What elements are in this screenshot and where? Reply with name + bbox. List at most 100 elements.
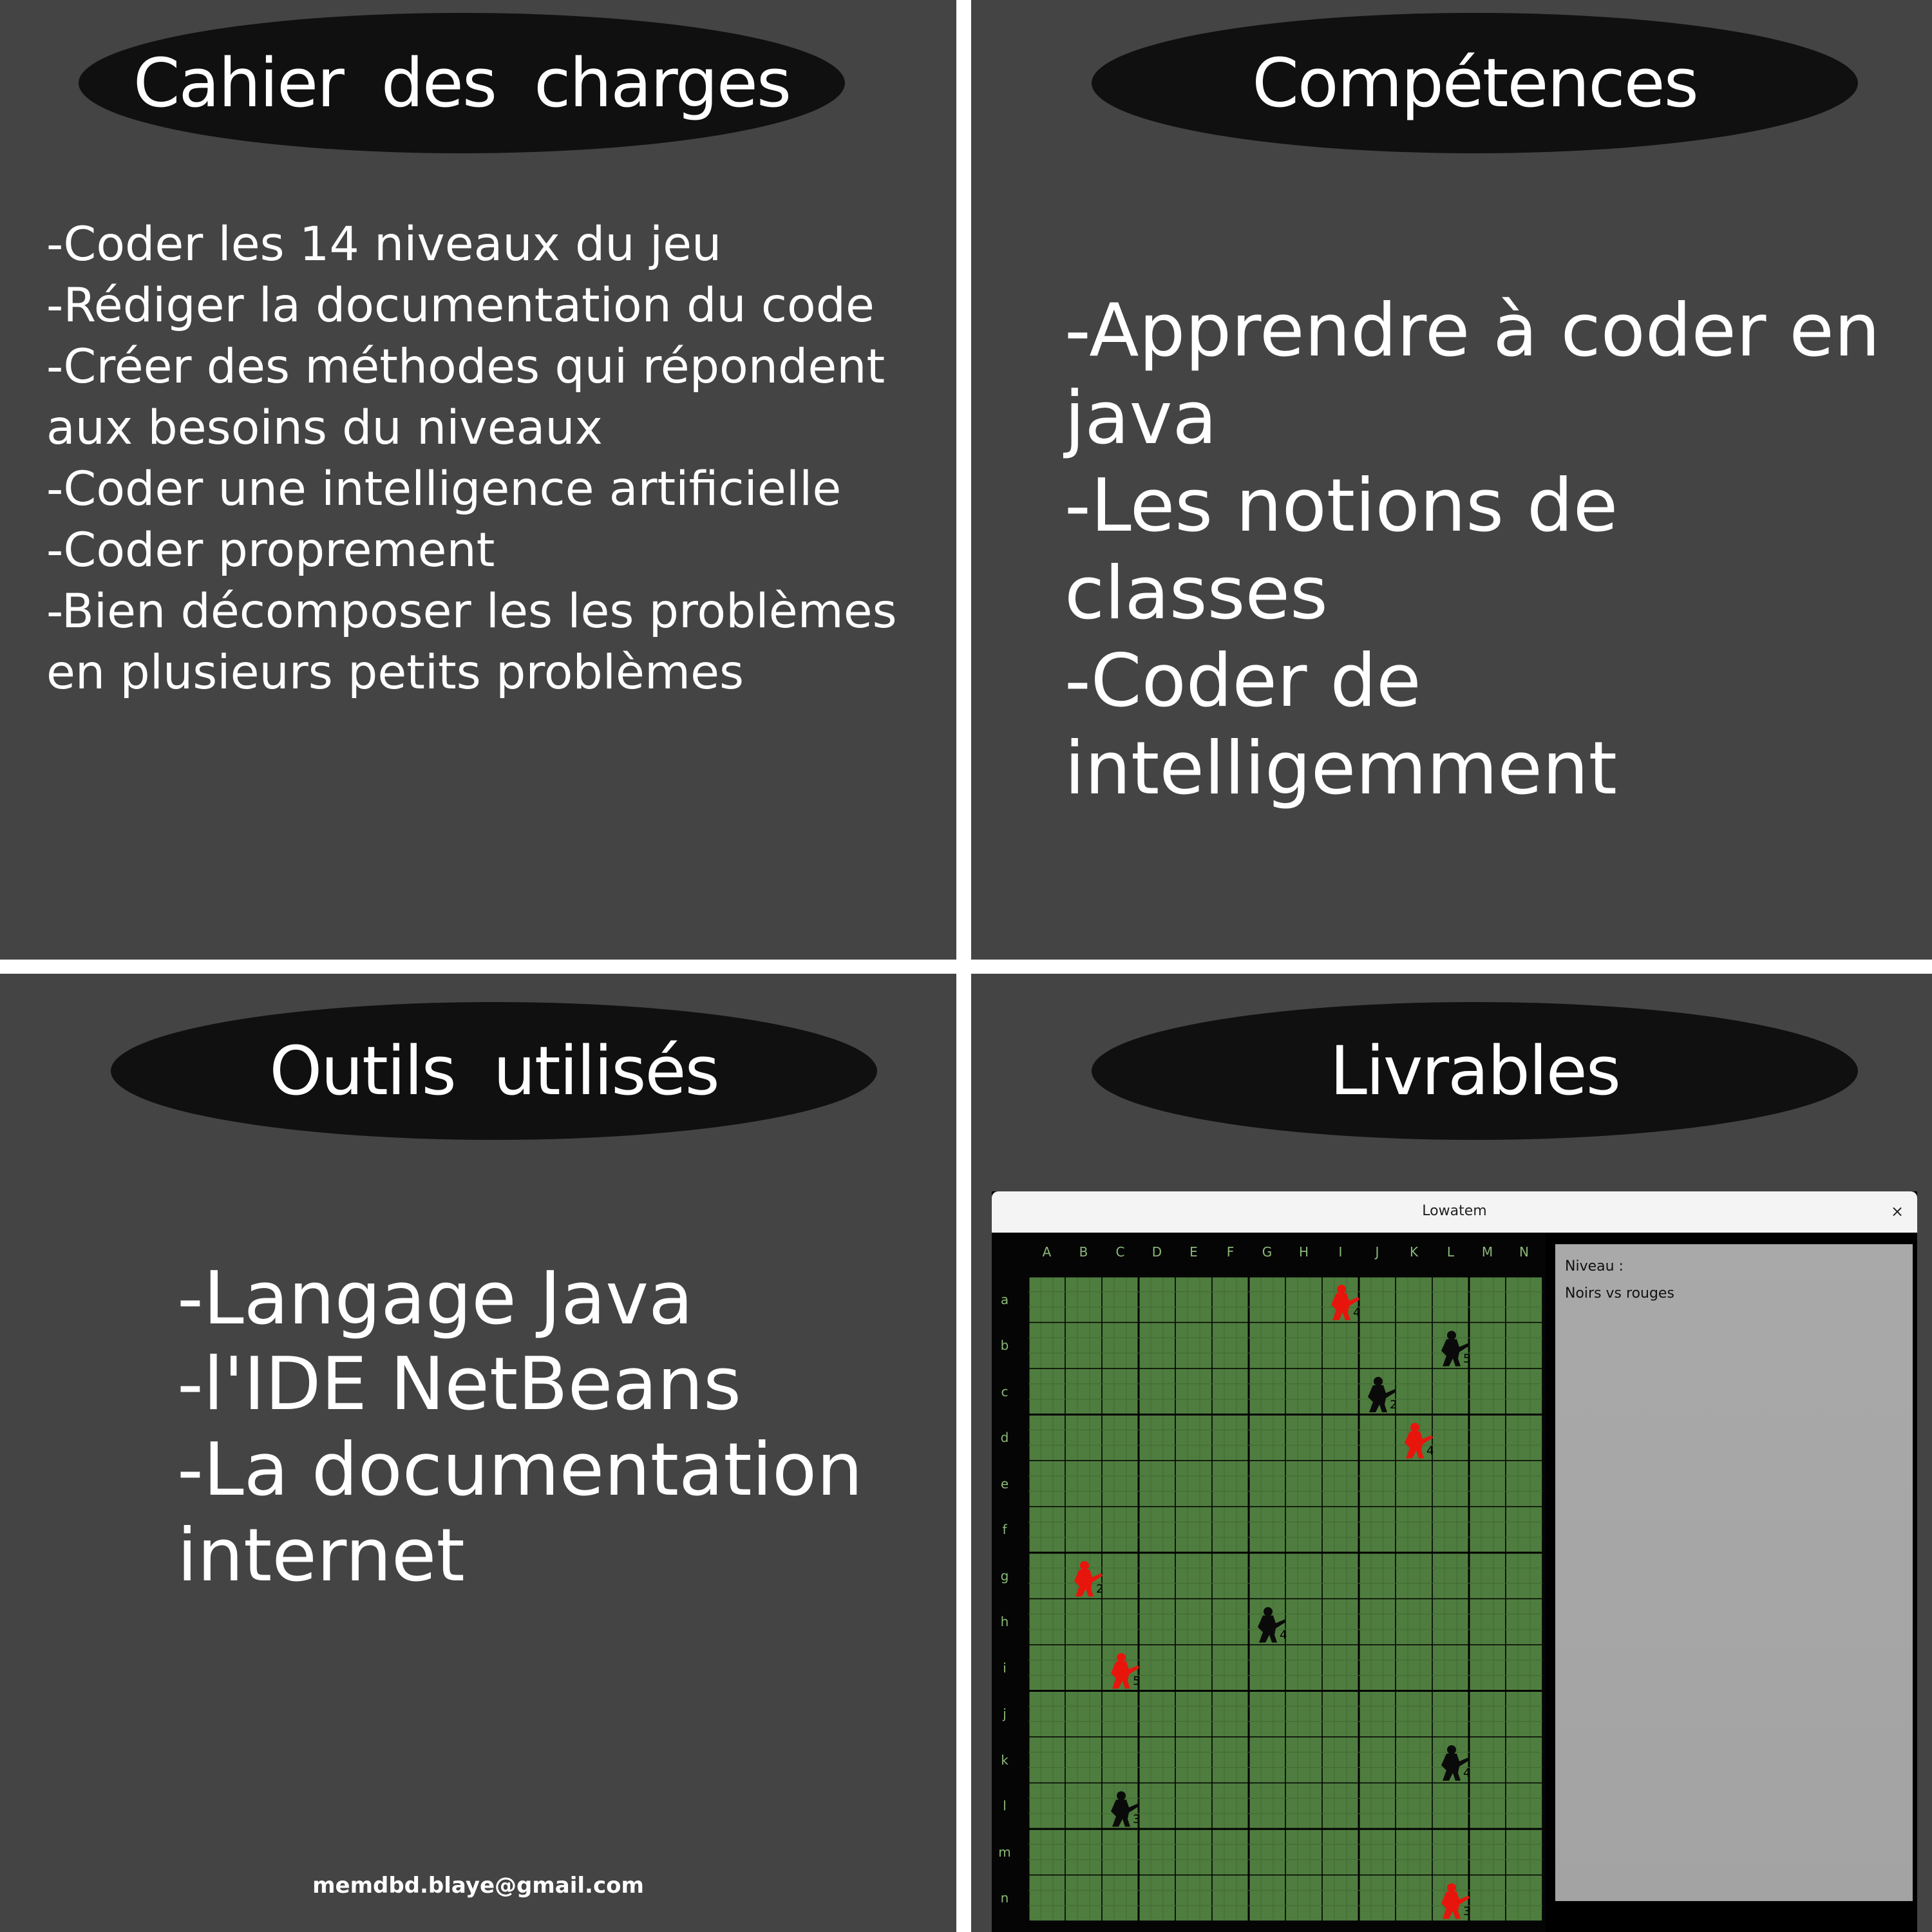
game-board[interactable]: 4 5 2 4 2 4 5 4 3 3 [1028,1276,1542,1929]
list-item: -Les notions de classes [1065,463,1618,636]
soldier-icon [1441,1754,1470,1781]
column-label: J [1375,1244,1379,1260]
soldier-unit-red[interactable]: 4 [1331,1285,1360,1320]
panel-title: Cahier des charges [133,44,791,122]
soldier-icon [1074,1569,1103,1596]
unit-strength-label: 5 [1463,1352,1470,1366]
soldier-unit-black[interactable]: 5 [1441,1331,1470,1367]
unit-strength-label: 3 [1133,1813,1140,1826]
row-label: g [1000,1567,1009,1584]
contact-email[interactable]: memdbd.blaye@gmail.com [312,1873,644,1899]
column-label: D [1151,1244,1162,1260]
column-label: E [1189,1244,1198,1260]
list-item: -Coder une intelligence artificielle [46,462,842,516]
requirements-list: -Coder les 14 niveaux du jeu -Rédiger la… [46,214,948,703]
soldier-unit-black[interactable]: 4 [1258,1607,1287,1643]
row-label: f [1002,1522,1007,1538]
soldier-unit-black[interactable]: 2 [1368,1377,1397,1412]
column-label: L [1446,1244,1455,1260]
soldier-icon [1441,1891,1470,1919]
window-title: Lowatem [1422,1203,1487,1219]
unit-strength-label: 4 [1353,1306,1360,1320]
row-label: c [1001,1383,1009,1399]
soldier-icon [1368,1385,1396,1412]
board-area: A B C D E F G H I J K L M N a b c d e f g h i j k l m n 4 5 2 4 2 4 5 4 3 3 [992,1233,1546,1932]
title-banner: Outils utilisés [111,1002,877,1140]
close-button[interactable]: × [1890,1202,1904,1220]
column-label: B [1079,1244,1088,1260]
list-item: -Rédiger la documentation du code [46,278,875,333]
level-label: Niveau : [1565,1258,1624,1274]
list-item: -Coder de intelligemment [1065,638,1617,811]
unit-strength-label: 2 [1096,1582,1103,1596]
soldier-icon-head [1117,1791,1126,1801]
column-label: A [1042,1244,1052,1260]
soldier-unit-red[interactable]: 3 [1441,1883,1470,1919]
row-label: h [1000,1614,1009,1630]
panel-title: Livrables [1330,1032,1621,1110]
column-label: M [1481,1244,1493,1260]
row-label: n [1000,1890,1009,1906]
unit-strength-label: 4 [1463,1766,1470,1780]
title-banner: Compétences [1092,13,1858,153]
column-label: K [1409,1244,1419,1260]
column-label: N [1519,1244,1529,1260]
unit-strength-label: 4 [1280,1629,1287,1642]
title-banner: Livrables [1092,1002,1858,1140]
list-item: -Coder les 14 niveaux du jeu [46,217,722,272]
list-item: -Bien décomposer les les problèmes en pl… [46,584,897,700]
row-label: i [1003,1660,1007,1676]
level-value: Noirs vs rouges [1565,1285,1674,1302]
soldier-icon [1405,1431,1433,1459]
info-side-panel: Niveau : Noirs vs rouges [1555,1244,1913,1901]
tools-list: -Langage Java -l'IDE NetBeans -La docume… [177,1256,918,1598]
panel-title: Compétences [1252,44,1699,122]
list-item: -l'IDE NetBeans [177,1341,742,1426]
list-item: -Coder proprement [46,523,495,578]
list-item: -Apprendre à coder en java [1065,288,1880,460]
unit-strength-label: 4 [1426,1444,1434,1458]
list-item: -La documentation internet [177,1427,863,1598]
soldier-icon-head [1410,1423,1419,1432]
soldier-icon-head [1447,1745,1456,1754]
row-label: e [1000,1475,1009,1492]
row-label: l [1003,1798,1007,1814]
soldier-icon [1258,1615,1286,1643]
column-label: F [1226,1244,1235,1260]
soldier-unit-red[interactable]: 2 [1074,1561,1103,1596]
column-label: H [1298,1244,1309,1260]
soldier-icon-head [1117,1653,1126,1662]
soldier-icon-head [1447,1331,1456,1340]
title-banner: Cahier des charges [79,13,845,153]
soldier-icon-head [1264,1607,1273,1616]
skills-list: -Apprendre à coder en java -Les notions … [1065,287,1902,812]
soldier-unit-black[interactable]: 4 [1441,1745,1470,1781]
list-item: -Langage Java [177,1256,694,1341]
soldier-icon-head [1080,1561,1089,1570]
unit-strength-label: 2 [1390,1398,1397,1412]
panel-competences: Compétences -Apprendre à coder en java -… [971,0,1932,960]
soldier-icon [1111,1662,1139,1689]
row-label: k [1001,1752,1009,1768]
soldier-unit-red[interactable]: 4 [1405,1423,1434,1459]
panel-outils-utilises: Outils utilisés [0,974,956,1932]
unit-strength-label: 3 [1463,1905,1470,1918]
column-label: C [1115,1244,1125,1260]
column-label: G [1262,1244,1273,1260]
panel-title: Outils utilisés [269,1032,719,1110]
row-label: m [998,1844,1011,1860]
row-label: j [1003,1706,1007,1722]
row-label: d [1000,1430,1009,1446]
soldier-icon-head [1374,1377,1383,1386]
soldier-icon-head [1447,1883,1456,1893]
list-item: -Créer des méthodes qui répondent aux be… [46,339,886,455]
window-titlebar[interactable]: Lowatem × [992,1191,1917,1233]
column-label: I [1338,1244,1343,1260]
soldier-icon [1441,1339,1470,1367]
soldier-unit-red[interactable]: 5 [1111,1653,1140,1689]
unit-strength-label: 5 [1133,1674,1140,1688]
soldier-icon [1331,1293,1359,1320]
soldier-icon-head [1337,1285,1346,1294]
soldier-unit-black[interactable]: 3 [1111,1791,1140,1827]
panel-cahier-des-charges: Cahier des charges -Coder les 14 niveaux… [0,0,956,960]
